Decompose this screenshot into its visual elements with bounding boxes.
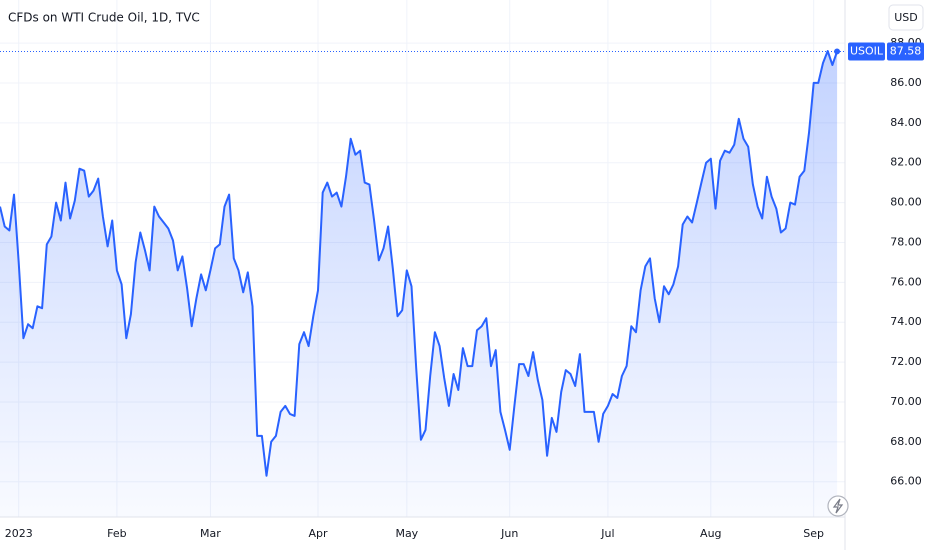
area-fill [0,51,838,517]
chart-title: CFDs on WTI Crude Oil, 1D, TVC [8,11,200,25]
y-tick-label: 76.00 [890,275,922,288]
x-tick-label: 2023 [5,527,33,540]
price-line [0,50,839,477]
plot [0,48,845,517]
y-tick-label: 74.00 [890,315,922,328]
y-tick-label: 86.00 [890,76,922,89]
y-tick-label: 66.00 [890,475,922,488]
y-tick-label: 82.00 [890,156,922,169]
y-tick-label: 84.00 [890,116,922,129]
y-tick-label: 68.00 [890,435,922,448]
x-tick-label: Mar [200,527,221,540]
currency-label[interactable]: USD [894,11,918,24]
last-price-label: 87.58 [890,44,922,57]
x-tick-label: Jul [600,527,614,540]
y-tick-label: 70.00 [890,395,922,408]
last-price-dot [834,48,841,55]
x-tick-label: Aug [700,527,721,540]
x-tick-label: May [395,527,418,540]
symbol-tag [848,42,885,61]
x-tick-label: Apr [308,527,328,540]
last-price-tag [887,42,924,61]
lightning-button[interactable] [827,495,849,517]
y-tick-label: 78.00 [890,235,922,248]
currency-button[interactable] [888,4,924,31]
axes: 66.00 68.00 70.00 72.00 74.00 76.00 78.00 80.00… [5,36,924,540]
y-tick-label: 80.00 [890,196,922,209]
x-tick-label: Feb [107,527,126,540]
x-tick-label: Sep [803,527,824,540]
symbol-label: USOIL [850,44,884,57]
y-tick-label: 72.00 [890,355,922,368]
x-tick-label: Jun [500,527,518,540]
